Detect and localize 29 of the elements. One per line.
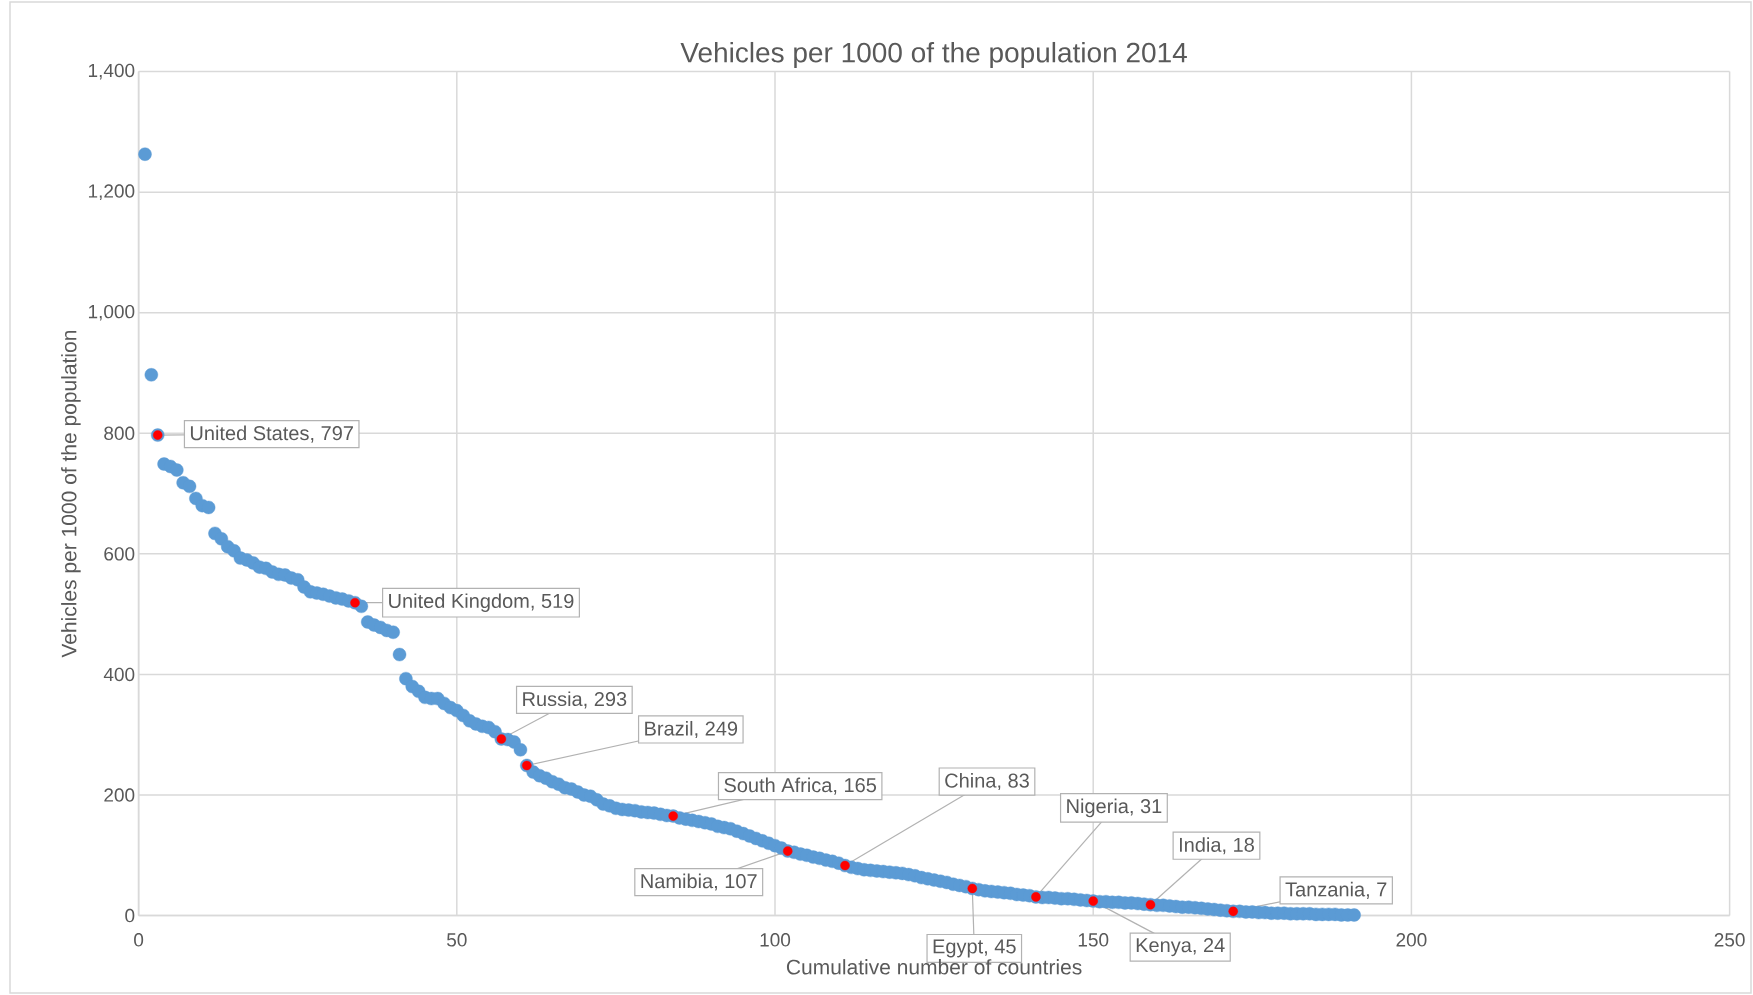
annotation: Russia, 293 (523, 691, 627, 709)
x-tick-label: 0 (134, 933, 144, 947)
annotation: Kenya, 24 (1136, 938, 1225, 957)
annotation: United Kingdom, 519 (389, 593, 574, 613)
x-tick-label: 150 (1078, 933, 1109, 947)
x-axis-title: Cumulative number of countries (786, 959, 1082, 975)
annotation: South Africa, 165 (724, 777, 877, 795)
annotation: Egypt, 45 (933, 939, 1016, 958)
y-tick-label: 1,000 (88, 304, 135, 321)
annotation: United States, 797 (190, 425, 353, 443)
x-tick-label: 250 (1714, 933, 1745, 947)
annotation: Brazil, 249 (645, 720, 738, 738)
y-axis-title: Vehicles per 1000 of the population (61, 330, 81, 658)
x-tick-label: 200 (1396, 933, 1427, 947)
chart-title: Vehicles per 1000 of the population 2014 (680, 41, 1187, 69)
annotation: India, 18 (1179, 837, 1254, 855)
x-tick-label: 50 (447, 933, 467, 947)
y-tick-label: 800 (104, 426, 135, 441)
y-tick-label: 0 (125, 908, 135, 923)
annotation: China, 83 (945, 773, 1029, 791)
annotation: Nigeria, 31 (1067, 798, 1162, 818)
y-tick-label: 200 (104, 788, 135, 802)
y-tick-label: 600 (104, 547, 135, 561)
annotation: Namibia, 107 (641, 873, 757, 891)
x-tick-label: 100 (760, 933, 791, 947)
y-tick-label: 1,200 (88, 184, 135, 201)
y-tick-label: 400 (103, 667, 135, 682)
y-tick-label: 1,400 (88, 63, 135, 80)
annotation: Tanzania, 7 (1285, 881, 1387, 899)
